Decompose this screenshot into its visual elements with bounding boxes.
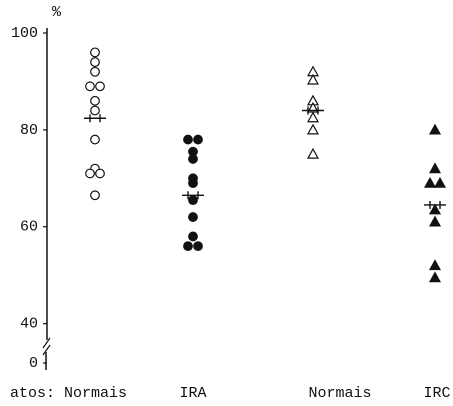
data-point	[428, 215, 442, 227]
data-point	[90, 190, 100, 201]
data-point	[183, 241, 193, 252]
data-point	[85, 81, 95, 92]
data-point	[193, 134, 203, 145]
data-point	[188, 212, 198, 222]
mean-marker	[302, 106, 324, 115]
data-point	[90, 105, 100, 116]
data-point	[306, 123, 320, 135]
data-point	[90, 95, 100, 106]
data-point	[188, 154, 198, 164]
axis-break	[42, 337, 51, 349]
y-unit-label: %	[52, 4, 62, 21]
data-point	[428, 271, 442, 283]
data-point	[428, 203, 442, 215]
y-tick-label: 60	[20, 219, 38, 236]
data-point	[188, 195, 198, 206]
x-category-label: IRA	[179, 385, 206, 402]
y-tick-label: 0	[29, 355, 38, 372]
data-point	[306, 73, 320, 85]
data-point	[183, 134, 193, 145]
mean-marker	[182, 191, 204, 200]
y-tick-label: 80	[20, 122, 38, 139]
data-point	[428, 259, 442, 271]
data-point	[90, 47, 100, 58]
mean-marker	[424, 200, 446, 209]
data-point	[95, 168, 105, 179]
data-point	[306, 147, 320, 159]
axis-break	[42, 344, 51, 356]
data-point	[90, 57, 100, 67]
data-point	[90, 66, 100, 77]
data-point	[428, 123, 442, 135]
y-tick-label: 40	[20, 316, 38, 333]
data-point	[90, 134, 100, 145]
y-tick-label: 100	[11, 25, 38, 42]
x-category-label: IRC	[423, 385, 450, 402]
data-point	[188, 231, 198, 242]
x-category-label: atos: Normais	[10, 385, 127, 402]
data-point	[193, 241, 203, 252]
data-point	[428, 162, 442, 174]
data-point	[95, 81, 105, 92]
mean-marker	[84, 114, 106, 123]
data-point	[188, 178, 198, 189]
x-category-label: Normais	[308, 385, 371, 402]
data-point	[433, 176, 447, 188]
data-point	[423, 176, 437, 188]
data-point	[306, 111, 320, 123]
data-point	[85, 168, 95, 179]
